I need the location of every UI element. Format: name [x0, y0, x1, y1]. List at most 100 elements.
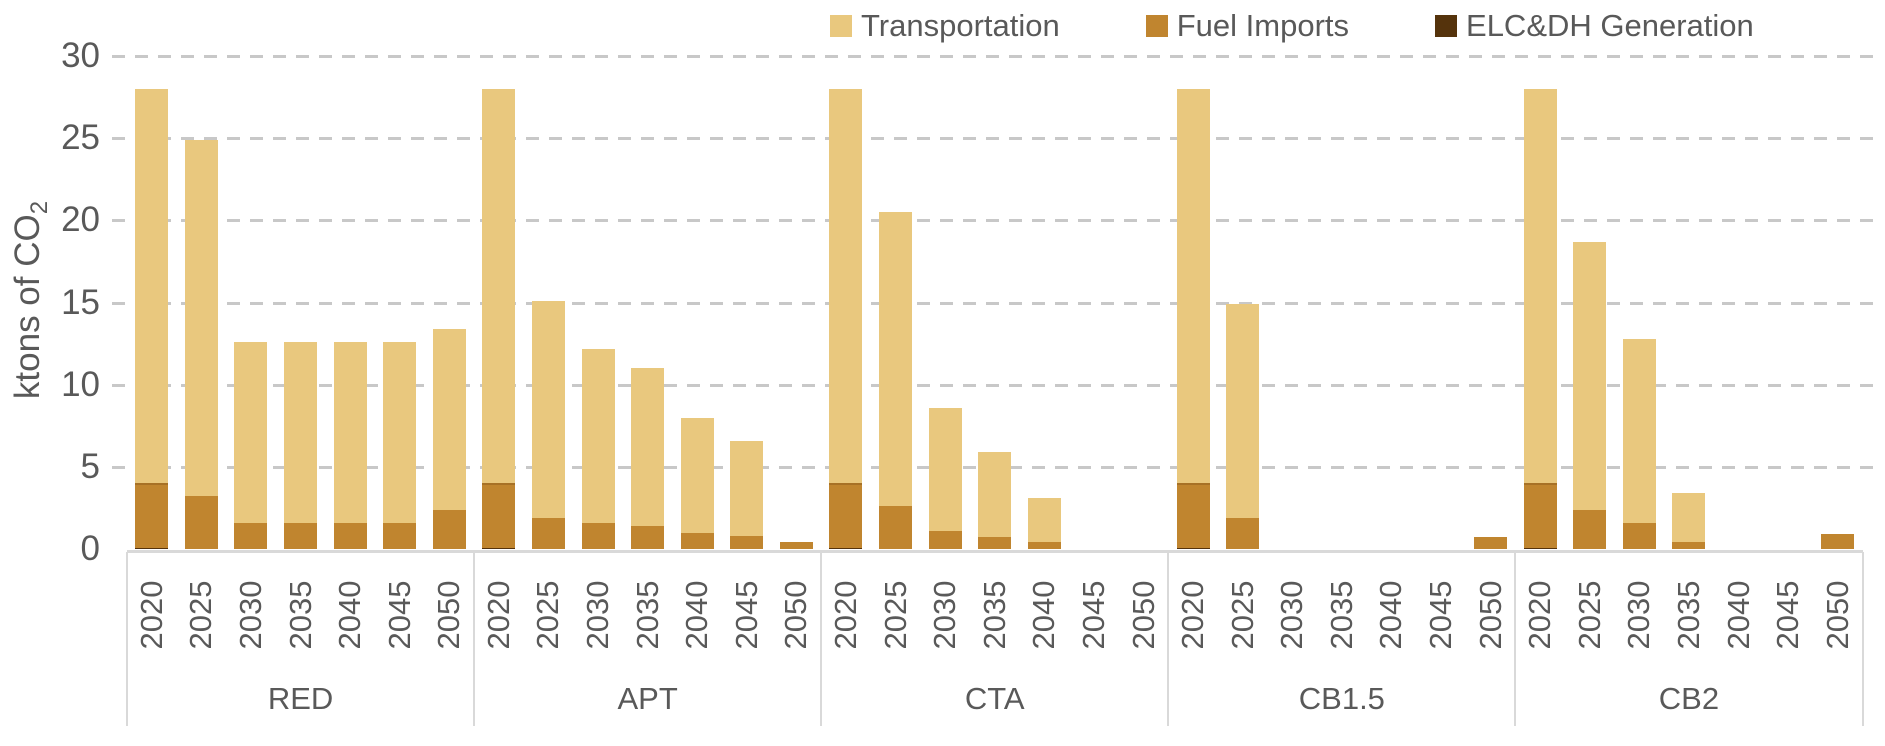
bar-segment-fuel-imports	[1523, 483, 1557, 548]
legend-swatch-icon	[1435, 15, 1458, 37]
year-tick-label: 2050	[778, 580, 814, 650]
bar-segment-transportation	[730, 440, 764, 536]
year-tick-label: 2035	[1323, 580, 1359, 650]
bar-segment-fuel-imports	[1226, 517, 1260, 549]
year-tick-label: 2040	[1373, 580, 1409, 650]
gridline-15	[112, 301, 1883, 305]
y-tick-label: 10	[61, 364, 100, 404]
year-tick-label: 2025	[1571, 580, 1607, 650]
group-label-apt: APT	[617, 681, 678, 716]
bar-segment-transportation	[1226, 304, 1260, 518]
group-label-cta: CTA	[964, 681, 1025, 716]
legend-label: Transportation	[861, 8, 1060, 43]
group-separator	[1861, 552, 1864, 726]
year-tick-label: 2040	[679, 580, 715, 650]
year-tick-label: 2050	[1125, 580, 1161, 650]
year-tick-label: 2030	[1274, 580, 1310, 650]
group-separator	[820, 552, 823, 726]
year-tick-label: 2045	[381, 580, 417, 650]
year-tick-label: 2020	[1175, 580, 1211, 650]
bar-segment-fuel-imports	[1573, 509, 1607, 549]
year-tick-label: 2035	[629, 580, 665, 650]
group-separator	[1167, 552, 1170, 726]
bar-segment-fuel-imports	[531, 517, 565, 549]
bar-segment-transportation	[631, 368, 665, 526]
bar-segment-fuel-imports	[879, 506, 913, 549]
y-tick-label: 0	[80, 529, 100, 568]
year-tick-label: 2035	[1670, 580, 1706, 650]
bar-segment-fuel-imports	[482, 483, 516, 548]
bar-segment-transportation	[234, 341, 268, 523]
legend-swatch-icon	[1145, 15, 1168, 37]
year-tick-label: 2030	[232, 580, 268, 650]
bar-segment-transportation	[680, 417, 714, 533]
legend-label: Fuel Imports	[1176, 8, 1350, 43]
bar-segment-transportation	[531, 300, 565, 518]
bar-segment-transportation	[829, 88, 863, 484]
bar-segment-transportation	[184, 139, 218, 497]
bar-segment-transportation	[581, 348, 615, 523]
year-tick-label: 2025	[877, 580, 913, 650]
bar-segment-fuel-imports	[1622, 522, 1656, 549]
bar-segment-fuel-imports	[631, 525, 665, 549]
bar-segment-fuel-imports	[184, 496, 218, 549]
bar-segment-fuel-imports	[284, 522, 318, 549]
bar-segment-fuel-imports	[1821, 534, 1855, 549]
gridline-20	[112, 219, 1883, 223]
bar-segment-transportation	[284, 341, 318, 523]
y-tick-label: 5	[80, 446, 100, 486]
group-separator	[473, 552, 476, 726]
bar-segment-fuel-imports	[978, 537, 1012, 549]
bar-segment-transportation	[1573, 241, 1607, 510]
bar-segment-fuel-imports	[829, 483, 863, 548]
gridline-25	[112, 137, 1883, 141]
bar-segment-fuel-imports	[779, 542, 813, 549]
year-tick-label: 2030	[927, 580, 963, 650]
year-tick-label: 2020	[1522, 580, 1558, 650]
bar-segment-transportation	[879, 212, 913, 507]
year-tick-label: 2050	[1472, 580, 1508, 650]
bar-segment-transportation	[333, 341, 367, 523]
bar-segment-fuel-imports	[1474, 537, 1508, 549]
year-tick-label: 2020	[827, 580, 863, 650]
bar-segment-fuel-imports	[234, 522, 268, 549]
group-label-cb2: CB2	[1658, 681, 1720, 716]
bar-segment-transportation	[1176, 88, 1210, 484]
bar-segment-fuel-imports	[432, 509, 466, 549]
year-tick-label: 2025	[530, 580, 566, 650]
legend-item-fuel-imports: Fuel Imports	[1145, 8, 1350, 44]
year-tick-label: 2030	[1621, 580, 1657, 650]
bar-segment-fuel-imports	[1027, 542, 1061, 549]
bar-segment-fuel-imports	[928, 530, 962, 549]
legend-item-elc-dh-generation: ELC&DH Generation	[1435, 8, 1754, 44]
gridline-10	[112, 383, 1883, 387]
year-tick-label: 2020	[133, 580, 169, 650]
year-tick-label: 2035	[976, 580, 1012, 650]
year-tick-label: 2045	[1075, 580, 1111, 650]
year-tick-label: 2040	[1026, 580, 1062, 650]
bar-segment-transportation	[1027, 498, 1061, 543]
bar-segment-transportation	[1622, 338, 1656, 523]
legend-label: ELC&DH Generation	[1466, 8, 1754, 43]
year-tick-label: 2035	[282, 580, 318, 650]
bar-segment-fuel-imports	[730, 535, 764, 549]
year-tick-label: 2045	[1770, 580, 1806, 650]
bar-segment-transportation	[135, 88, 169, 484]
bar-segment-transportation	[383, 341, 417, 523]
year-tick-label: 2045	[1423, 580, 1459, 650]
bar-segment-transportation	[1672, 493, 1706, 543]
bar-segment-transportation	[482, 88, 516, 484]
year-tick-label: 2050	[431, 580, 467, 650]
year-tick-label: 2050	[1819, 580, 1855, 650]
bar-segment-fuel-imports	[581, 522, 615, 549]
bar-segment-fuel-imports	[383, 522, 417, 549]
bar-segment-fuel-imports	[135, 483, 169, 548]
gridline-30	[112, 55, 1883, 58]
bar-segment-transportation	[432, 328, 466, 510]
legend-swatch-icon	[830, 15, 852, 37]
bar-segment-fuel-imports	[680, 532, 714, 549]
bar-segment-fuel-imports	[1176, 483, 1210, 548]
bar-segment-transportation	[1523, 88, 1557, 484]
bar-segment-transportation	[978, 452, 1012, 538]
